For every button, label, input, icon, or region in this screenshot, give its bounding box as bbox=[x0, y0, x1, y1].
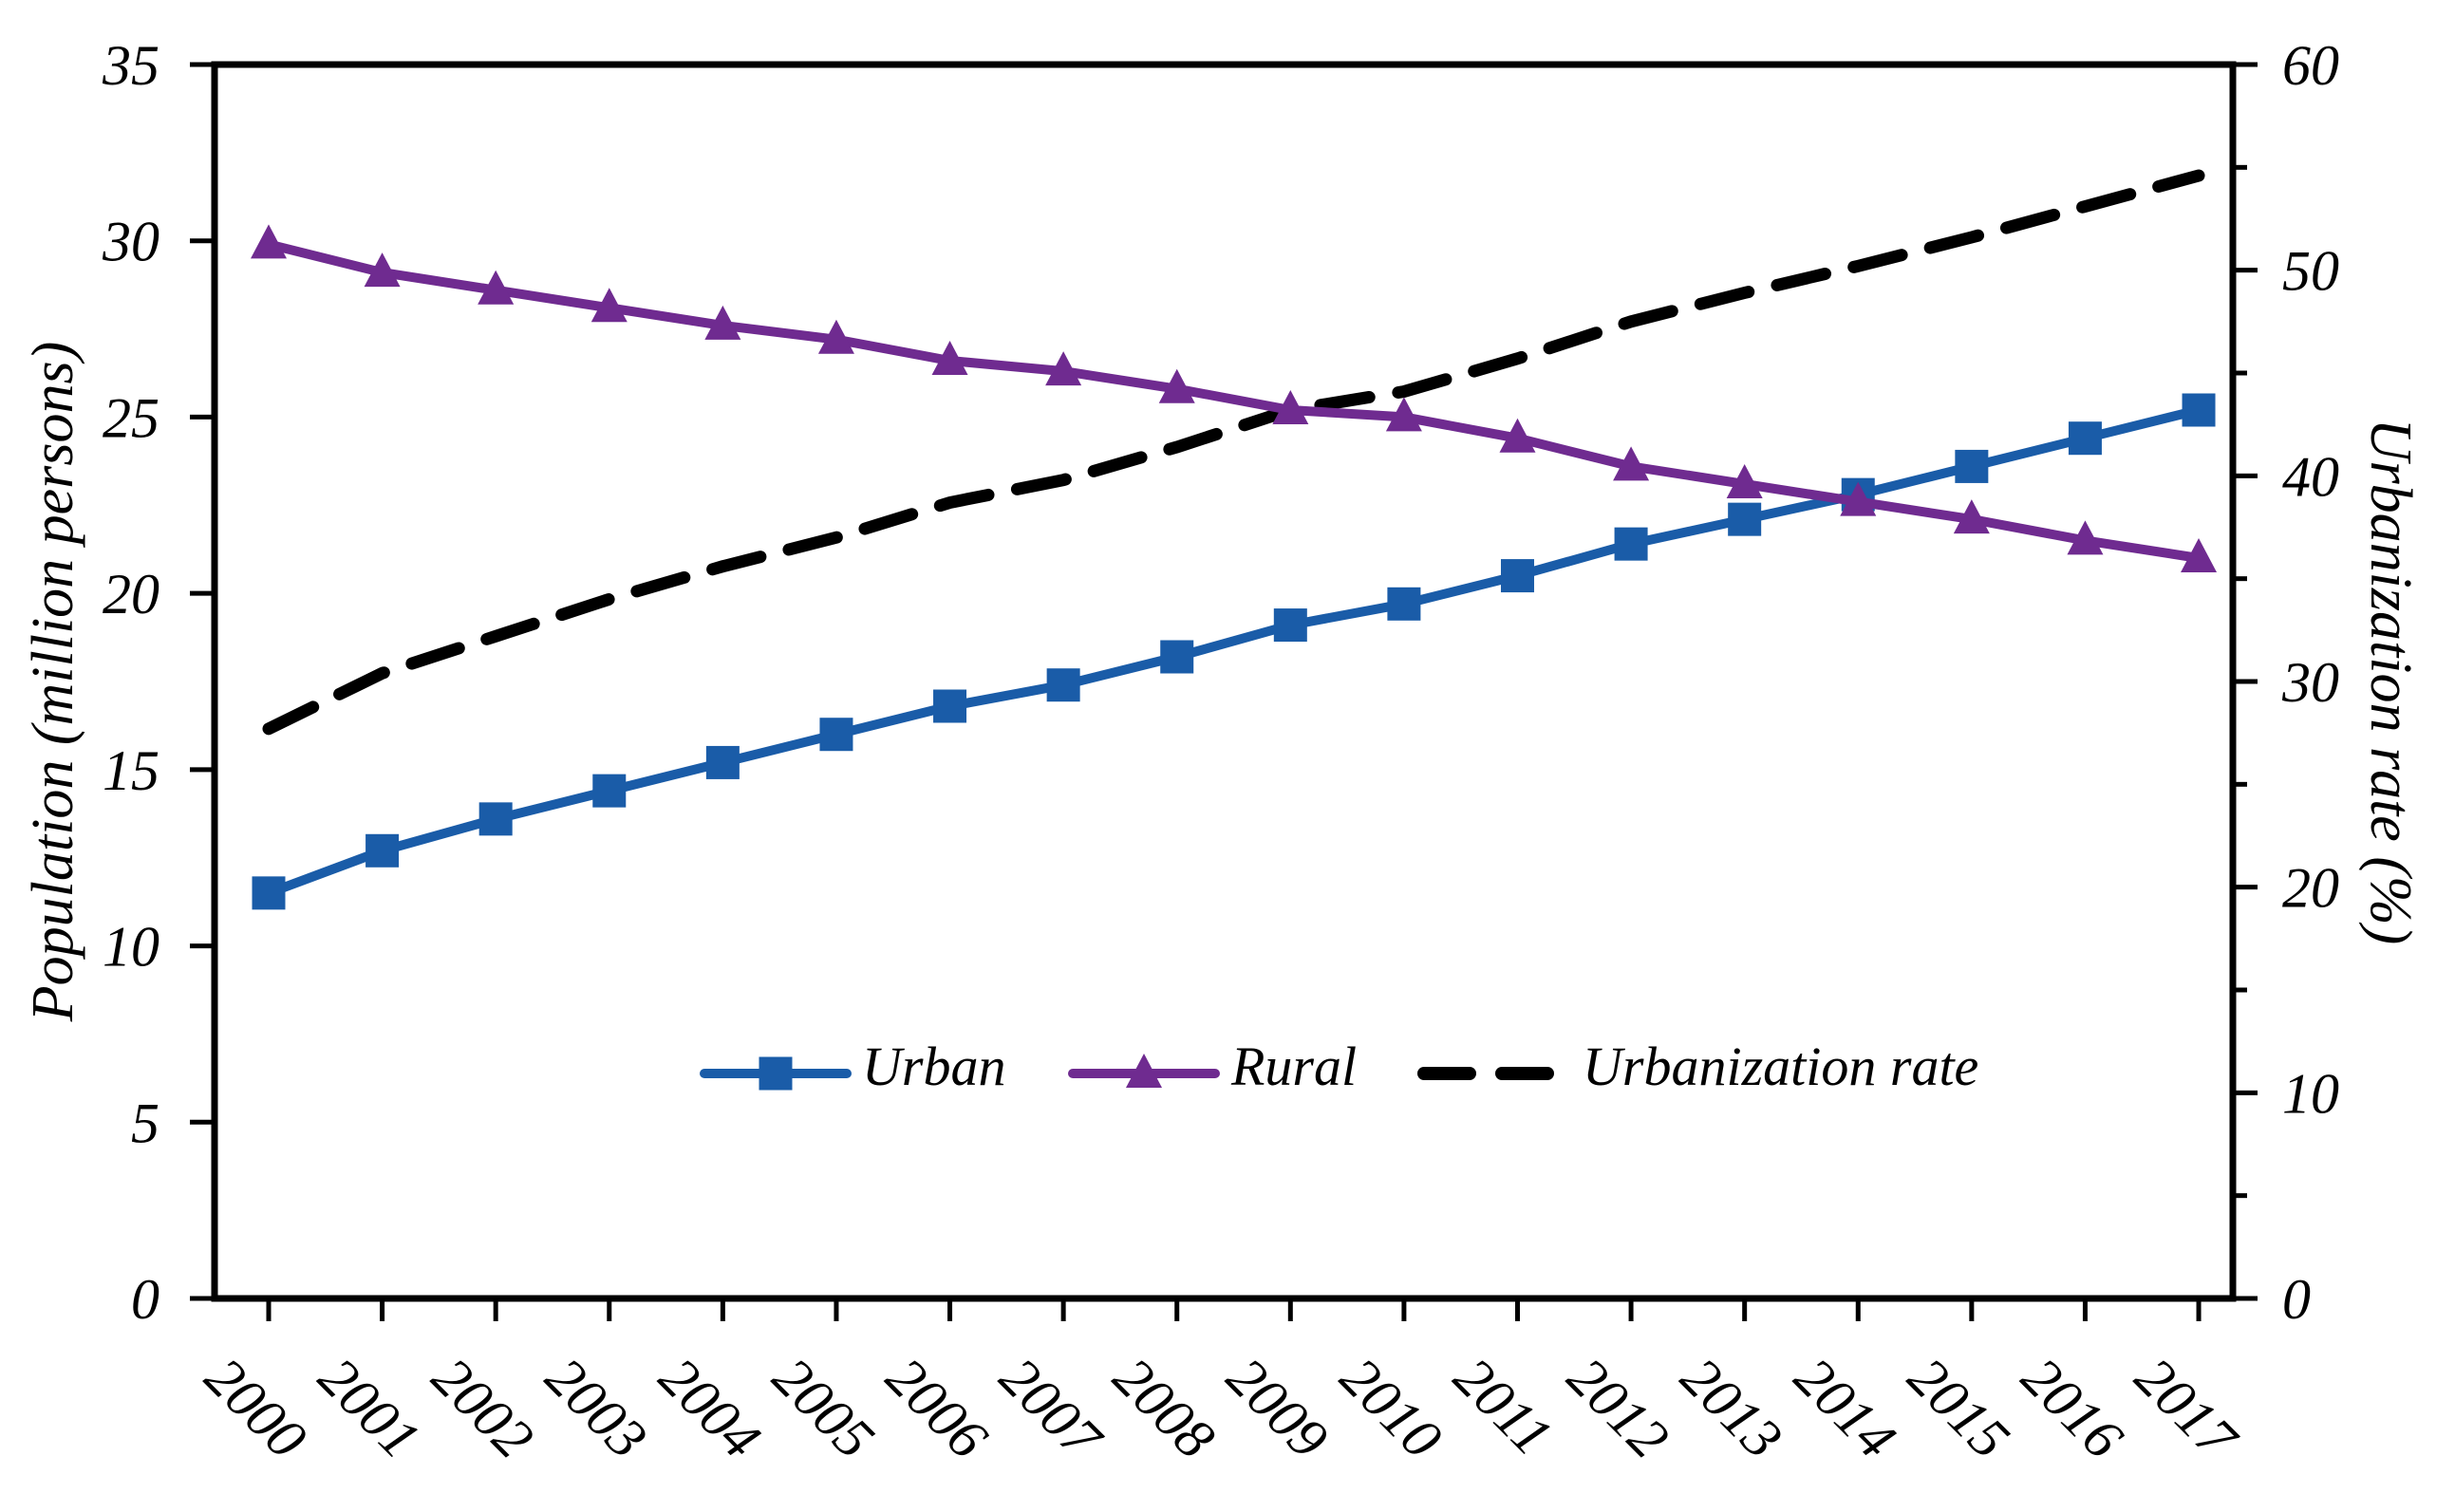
y-axis-left-tick-label: 25 bbox=[103, 386, 159, 449]
urban-marker bbox=[819, 718, 853, 752]
y-axis-left-tick-label: 20 bbox=[103, 563, 159, 625]
y-axis-right-tick-label: 50 bbox=[2282, 240, 2339, 303]
rural-marker bbox=[1840, 481, 1877, 516]
rural-marker bbox=[1613, 446, 1650, 481]
y-axis-left-tick-label: 10 bbox=[103, 916, 159, 979]
y-axis-left-tick-label: 0 bbox=[131, 1268, 159, 1331]
urban-line bbox=[264, 405, 2204, 898]
rural-marker bbox=[1726, 464, 1763, 498]
urban-marker bbox=[2182, 393, 2216, 427]
rural-marker bbox=[1272, 390, 1309, 424]
x-axis-tick-label: 2003 bbox=[534, 1346, 660, 1471]
x-axis-tick-label: 2002 bbox=[421, 1346, 546, 1471]
x-axis-tick-label: 2000 bbox=[194, 1346, 319, 1471]
x-axis-tick-label: 2017 bbox=[2124, 1346, 2251, 1473]
y-axis-left-tick-label: 35 bbox=[102, 34, 159, 97]
y-axis-right-tick-label: 60 bbox=[2282, 34, 2339, 97]
rural-series bbox=[251, 224, 2218, 572]
rural-marker bbox=[2181, 538, 2218, 572]
rural-marker bbox=[1158, 368, 1195, 403]
x-axis-tick-label: 2009 bbox=[1215, 1346, 1340, 1471]
x-axis-tick-label: 2008 bbox=[1102, 1346, 1228, 1471]
urbanization-rate-series bbox=[262, 169, 2205, 736]
legend-urban-marker bbox=[759, 1056, 793, 1091]
y-axis-right-tick-label: 0 bbox=[2282, 1268, 2311, 1331]
x-axis: 2000200120022003200420052006200720082009… bbox=[194, 1298, 2251, 1473]
urban-marker bbox=[705, 745, 740, 779]
rural-marker bbox=[1045, 351, 1082, 386]
rural-marker bbox=[704, 305, 741, 340]
legend-rural-marker bbox=[1126, 1054, 1162, 1088]
urban-marker bbox=[1273, 608, 1307, 643]
y-axis-left: 0 5 10 15 20 25 30 35 bbox=[102, 34, 215, 1331]
urban-series bbox=[252, 393, 2216, 910]
urban-marker bbox=[1614, 527, 1648, 561]
y-axis-left-tick-label: 30 bbox=[102, 211, 159, 273]
y-axis-right-tick-label: 40 bbox=[2282, 445, 2339, 508]
y-axis-right: 0 10 20 30 40 50 60 bbox=[2233, 34, 2339, 1331]
x-axis-tick-label: 2005 bbox=[761, 1346, 887, 1471]
x-axis-tick-label: 2004 bbox=[647, 1346, 773, 1471]
rural-marker bbox=[1953, 499, 1990, 534]
urban-marker bbox=[2068, 421, 2102, 456]
legend-urbanization-rate-label: Urbanization rate bbox=[1583, 1036, 1978, 1097]
y-axis-right-tick-label: 20 bbox=[2282, 857, 2339, 920]
legend-urban-label: Urban bbox=[862, 1036, 1005, 1097]
rural-marker bbox=[364, 252, 401, 288]
y-axis-right-tick-label: 10 bbox=[2282, 1062, 2339, 1125]
rural-marker bbox=[251, 224, 287, 259]
x-axis-tick-label: 2012 bbox=[1556, 1346, 1681, 1471]
urban-marker bbox=[1160, 640, 1194, 674]
chart-plot: 0510152025303501020304050602000200120022… bbox=[102, 34, 2339, 1472]
x-axis-tick-label: 2011 bbox=[1442, 1346, 1564, 1467]
rural-marker bbox=[478, 270, 515, 305]
urban-marker bbox=[1500, 559, 1534, 593]
urban-marker bbox=[1728, 502, 1762, 536]
x-axis-tick-label: 2001 bbox=[307, 1346, 432, 1471]
urban-marker bbox=[1046, 668, 1080, 702]
y-axis-left-tick-label: 15 bbox=[103, 739, 159, 802]
legend-item-urbanization-rate: Urbanization rate bbox=[1417, 1036, 1978, 1097]
rural-marker bbox=[931, 341, 968, 375]
urban-marker bbox=[1387, 587, 1421, 621]
x-axis-tick-label: 2013 bbox=[1669, 1346, 1794, 1471]
rural-marker bbox=[590, 288, 628, 323]
legend: Urban Rural Urbanization rate bbox=[700, 1036, 1978, 1097]
rural-marker bbox=[1385, 397, 1422, 432]
rural-line bbox=[264, 239, 2204, 563]
legend-rural-label: Rural bbox=[1230, 1036, 1357, 1097]
legend-item-urban: Urban bbox=[700, 1036, 1005, 1097]
urban-marker bbox=[592, 774, 627, 808]
y-axis-right-tick-label: 30 bbox=[2281, 651, 2339, 714]
urban-marker bbox=[365, 833, 400, 868]
rural-marker bbox=[817, 319, 854, 354]
rural-marker bbox=[2067, 520, 2104, 555]
y-axis-left-tick-label: 5 bbox=[131, 1092, 159, 1154]
urban-marker bbox=[478, 802, 513, 836]
x-axis-tick-label: 2015 bbox=[1897, 1346, 2022, 1471]
legend-item-rural: Rural bbox=[1068, 1036, 1357, 1097]
urban-marker bbox=[252, 876, 286, 910]
x-axis-tick-label: 2014 bbox=[1783, 1346, 1908, 1471]
rural-marker bbox=[1499, 418, 1536, 453]
x-axis-tick-label: 2010 bbox=[1329, 1346, 1454, 1471]
right-axis-title: Urbanization rate (%) bbox=[2358, 419, 2423, 945]
x-axis-tick-label: 2007 bbox=[988, 1346, 1115, 1473]
urbanization-rate-line bbox=[262, 169, 2205, 736]
x-axis-tick-label: 2006 bbox=[874, 1346, 1000, 1471]
urban-marker bbox=[933, 689, 967, 723]
x-axis-tick-label: 2016 bbox=[2010, 1346, 2135, 1471]
left-axis-title: Population (million persons) bbox=[21, 342, 85, 1022]
urban-marker bbox=[1955, 449, 1989, 483]
